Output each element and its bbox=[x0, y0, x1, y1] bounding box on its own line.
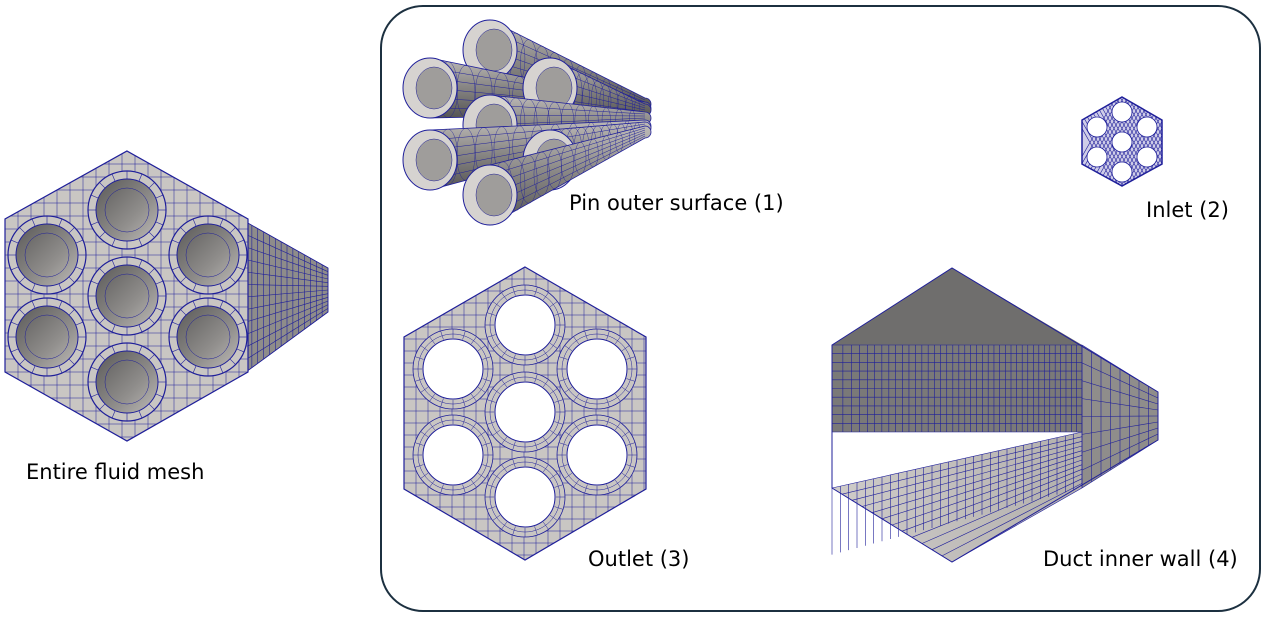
entire-pin-hole-2 bbox=[176, 223, 240, 287]
inlet-hole-4 bbox=[1111, 161, 1133, 183]
duct-inner-wall-label: Duct inner wall (4) bbox=[1043, 547, 1238, 571]
inlet-hole-5 bbox=[1086, 146, 1108, 168]
entire-pin-hole-1 bbox=[95, 178, 159, 242]
entire-fluid-mesh-figure bbox=[4, 150, 329, 442]
pin-outer-surface-label: Pin outer surface (1) bbox=[569, 191, 784, 215]
inlet-hole-6 bbox=[1086, 116, 1108, 138]
outlet-hole-1 bbox=[494, 294, 556, 356]
duct-upper-left bbox=[832, 268, 1082, 345]
entire-pin-hole-5 bbox=[15, 305, 79, 369]
duct-outline bbox=[831, 267, 1159, 563]
outlet-hole-7 bbox=[494, 381, 556, 443]
outlet-hole-6 bbox=[422, 338, 484, 400]
entire-pin-hole-3 bbox=[176, 305, 240, 369]
outlet-figure bbox=[403, 266, 647, 561]
pin-outer-surface-figure bbox=[402, 19, 652, 226]
outlet-hole-3 bbox=[566, 424, 628, 486]
outlet-hole-4 bbox=[494, 466, 556, 528]
inlet-figure bbox=[1081, 96, 1163, 187]
entire-pin-hole-7 bbox=[95, 264, 159, 328]
entire-pin-hole-4 bbox=[95, 350, 159, 414]
boundaries-frame bbox=[380, 5, 1261, 612]
inlet-hole-2 bbox=[1136, 116, 1158, 138]
entire-fluid-mesh-label: Entire fluid mesh bbox=[26, 460, 205, 484]
inlet-hole-7 bbox=[1111, 131, 1133, 153]
inlet-hole-1 bbox=[1111, 101, 1133, 123]
outlet-label: Outlet (3) bbox=[588, 547, 690, 571]
outlet-hole-2 bbox=[566, 338, 628, 400]
inlet-label: Inlet (2) bbox=[1146, 198, 1229, 222]
entire-pin-hole-6 bbox=[15, 223, 79, 287]
pin-7 bbox=[489, 125, 652, 226]
inlet-hole-3 bbox=[1136, 146, 1158, 168]
duct-inner-wall-figure bbox=[831, 267, 1159, 563]
outlet-hole-5 bbox=[422, 424, 484, 486]
